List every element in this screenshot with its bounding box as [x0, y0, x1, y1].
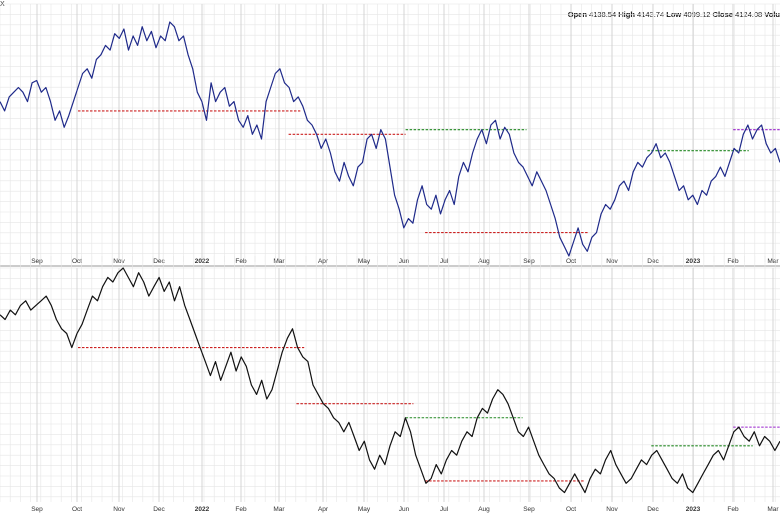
- x-tick-label: Aug: [478, 506, 490, 513]
- x-tick-label: Nov: [113, 506, 125, 513]
- x-tick-label: Nov: [113, 258, 125, 265]
- x-tick-label: Dec: [647, 506, 659, 513]
- x-tick-label: Jul: [440, 506, 449, 513]
- x-tick-label: Feb: [235, 258, 247, 265]
- chart-panel-1: Sep Oct Nov Dec 2022 Feb Mar Apr May Jun Jul Aug Sep…: [0, 3, 780, 267]
- x-tick-label: Sep: [31, 258, 43, 265]
- x-tick-label: Oct: [72, 258, 82, 265]
- x-tick-label: Feb: [727, 506, 739, 513]
- x-tick-label: Jun: [399, 506, 410, 513]
- x-tick-label: 2022: [195, 506, 210, 513]
- x-tick-label: Feb: [235, 506, 247, 513]
- x-tick-label: Nov: [606, 258, 618, 265]
- chart-panel-2: Sep Oct Nov Dec 2022 Feb Mar Apr May Jun Jul Aug Sep…: [0, 256, 780, 513]
- x-tick-label: Dec: [647, 258, 659, 265]
- x-tick-label: May: [358, 506, 371, 513]
- chart-symbol: X: [0, 1, 5, 8]
- x-tick-label: Oct: [72, 506, 82, 513]
- x-tick-label: 2023: [686, 506, 701, 513]
- x-tick-label: Dec: [153, 506, 165, 513]
- x-tick-label: Feb: [727, 258, 739, 265]
- x-tick-label: Mar: [767, 258, 779, 265]
- x-tick-label: Aug: [478, 258, 490, 265]
- x-tick-label: Sep: [523, 506, 535, 513]
- x-tick-label: 2022: [195, 258, 210, 265]
- price-series-line: [0, 21, 780, 257]
- x-tick-label: Jun: [399, 258, 410, 265]
- x-tick-label: Mar: [767, 506, 779, 513]
- x-tick-label: Oct: [566, 506, 576, 513]
- x-tick-label: Sep: [523, 258, 535, 265]
- x-tick-label: May: [358, 258, 371, 265]
- x-tick-label: Dec: [153, 258, 165, 265]
- x-tick-label: Mar: [273, 258, 285, 265]
- price-series-line: [0, 267, 780, 494]
- x-tick-label: Sep: [31, 506, 43, 513]
- x-tick-label: Mar: [273, 506, 285, 513]
- x-tick-label: Nov: [606, 506, 618, 513]
- x-tick-label: Jul: [440, 258, 449, 265]
- x-tick-label: 2023: [686, 258, 701, 265]
- x-tick-label: Apr: [318, 506, 329, 513]
- x-tick-label: Apr: [318, 258, 329, 265]
